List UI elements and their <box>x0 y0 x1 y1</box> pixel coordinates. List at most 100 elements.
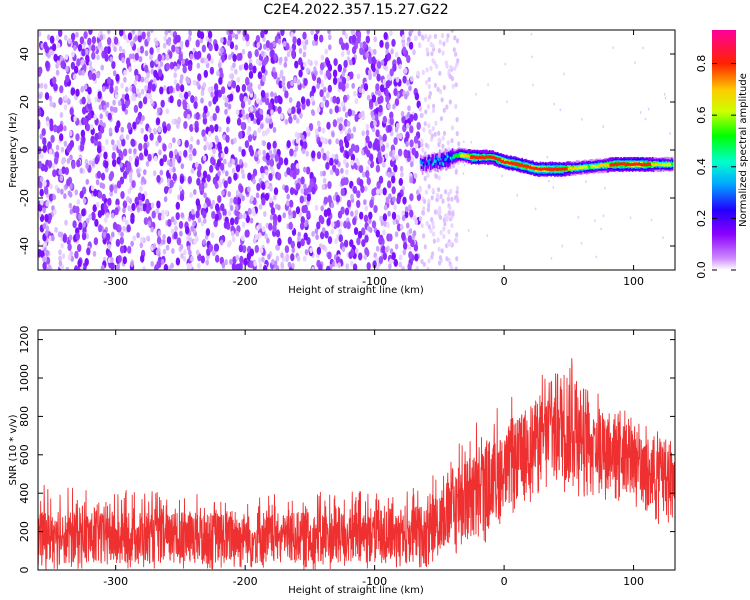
noise-blob <box>388 263 392 270</box>
noise-blob <box>425 220 429 226</box>
noise-blob <box>90 185 95 192</box>
noise-blob <box>149 98 154 105</box>
noise-blob <box>375 229 380 238</box>
noise-blob <box>350 193 354 200</box>
signal-segment <box>459 154 462 158</box>
noise-blob <box>151 210 156 219</box>
noise-blob <box>145 77 149 84</box>
noise-blob <box>204 58 209 64</box>
noise-blob <box>79 143 85 152</box>
noise-blob <box>402 249 407 256</box>
noise-blob <box>340 167 344 174</box>
noise-blob <box>280 113 284 120</box>
noise-blob <box>210 156 215 165</box>
noise-blob <box>189 136 194 142</box>
noise-blob <box>156 200 161 209</box>
noise-blob <box>438 260 442 266</box>
noise-blob <box>193 101 198 110</box>
signal-segment <box>613 163 615 167</box>
noise-blob <box>379 39 384 48</box>
signal-segment <box>442 157 445 162</box>
noise-blob <box>456 58 460 64</box>
noise-blob <box>185 39 190 48</box>
noise-blob <box>387 171 392 178</box>
noise-blob <box>360 185 365 194</box>
noise-blob <box>414 253 419 262</box>
noise-blob <box>245 40 250 47</box>
noise-blob <box>266 142 272 150</box>
noise-speck <box>463 140 465 143</box>
noise-blob <box>320 54 325 61</box>
noise-blob <box>59 85 64 94</box>
noise-blob <box>269 158 275 167</box>
noise-blob <box>335 168 340 177</box>
signal-segment <box>491 156 494 159</box>
signal-segment <box>431 164 434 169</box>
noise-blob <box>300 176 305 185</box>
noise-blob <box>40 42 45 49</box>
noise-blob <box>228 30 234 35</box>
signal-segment <box>604 164 607 168</box>
noise-blob <box>288 221 293 230</box>
noise-blob <box>379 140 384 147</box>
noise-blob <box>228 240 232 246</box>
noise-blob <box>268 173 273 181</box>
noise-blob <box>403 241 408 250</box>
noise-blob <box>89 65 93 72</box>
noise-blob <box>175 47 180 54</box>
noise-blob <box>196 80 200 87</box>
noise-blob <box>279 56 283 63</box>
noise-blob <box>226 40 231 46</box>
noise-blob <box>176 237 182 246</box>
noise-blob <box>206 198 211 207</box>
noise-blob <box>244 140 250 149</box>
noise-blob <box>38 211 42 218</box>
noise-blob <box>148 127 152 133</box>
signal-segment <box>477 156 479 160</box>
noise-blob <box>48 49 53 56</box>
noise-speck <box>664 93 666 96</box>
noise-blob <box>346 49 351 56</box>
noise-blob <box>422 261 426 267</box>
noise-blob <box>208 100 212 107</box>
noise-blob <box>420 34 424 40</box>
noise-blob <box>367 46 372 53</box>
noise-speck <box>604 187 606 190</box>
noise-blob <box>453 65 457 71</box>
signal-segment <box>422 163 425 166</box>
noise-blob <box>248 62 253 71</box>
noise-blob <box>70 87 75 96</box>
signal-segment <box>561 167 563 171</box>
signal-segment <box>440 155 443 159</box>
noise-blob <box>330 202 335 209</box>
noise-blob <box>106 76 112 85</box>
noise-blob <box>53 53 58 62</box>
noise-blob <box>409 30 414 34</box>
signal-segment <box>587 165 590 168</box>
signal-segment <box>623 162 625 166</box>
noise-blob <box>197 262 201 269</box>
noise-blob <box>183 110 188 119</box>
noise-blob <box>189 124 194 132</box>
noise-blob <box>273 148 277 154</box>
noise-blob <box>68 234 73 241</box>
signal-segment <box>458 153 460 157</box>
noise-blob <box>102 231 107 238</box>
noise-blob <box>215 203 220 212</box>
signal-segment <box>420 166 423 169</box>
noise-blob <box>170 228 175 235</box>
noise-blob <box>292 36 297 45</box>
noise-blob <box>109 190 113 197</box>
noise-blob <box>448 99 452 105</box>
noise-blob <box>385 196 390 203</box>
noise-blob <box>273 71 278 80</box>
noise-blob <box>368 74 372 81</box>
noise-blob <box>261 197 266 206</box>
noise-blob <box>329 169 334 176</box>
noise-blob <box>144 64 149 73</box>
signal-segment <box>484 156 486 160</box>
noise-blob <box>323 196 328 205</box>
noise-blob <box>112 70 117 77</box>
